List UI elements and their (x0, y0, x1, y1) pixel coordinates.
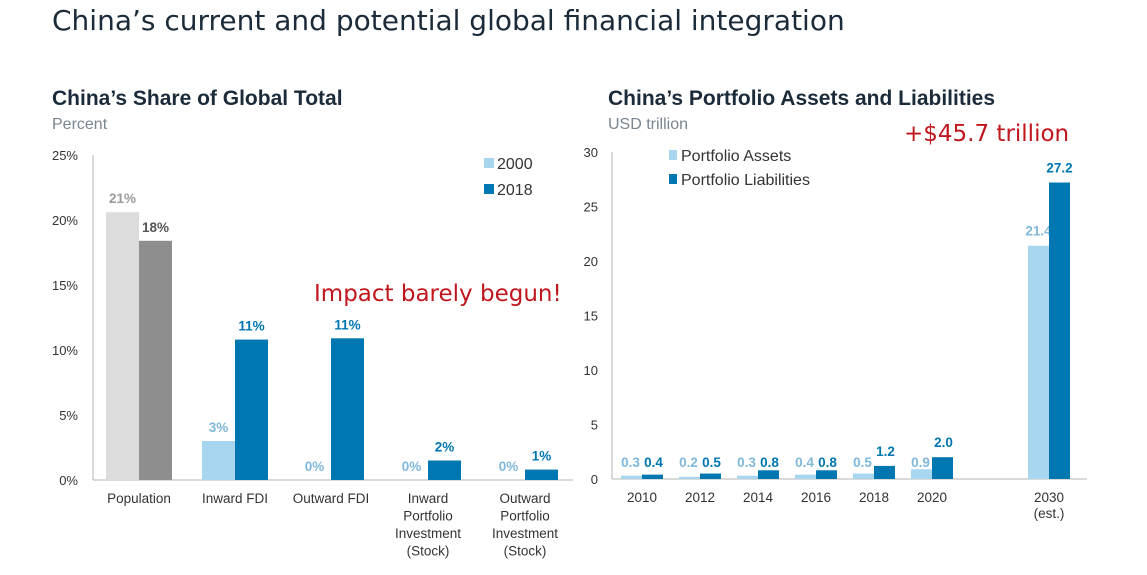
chart1-data-label: 1% (532, 449, 552, 464)
chart1-annotation: Impact barely begun! (314, 281, 562, 307)
chart1-y-tick-label: 10% (52, 343, 78, 358)
chart1-y-tick-label: 0% (59, 473, 78, 488)
chart2-data-label: 0.3 (621, 455, 640, 470)
chart2-category-label: 2018 (859, 490, 889, 505)
chart1-bar-2018 (139, 240, 172, 480)
chart2-category-label: 2016 (801, 490, 831, 505)
chart1-category-label: (Stock) (504, 544, 547, 559)
chart2-data-label: 0.8 (760, 455, 779, 470)
chart1-y-tick-label: 25% (52, 148, 78, 163)
chart2-legend-label: Portfolio Assets (681, 148, 791, 165)
chart2-bar-liabilities (1049, 182, 1070, 479)
chart2-category-label: 2012 (685, 490, 715, 505)
chart2-data-label: 0.8 (818, 455, 837, 470)
chart2-bar-liabilities (874, 465, 895, 479)
chart1-bar-2018 (235, 339, 268, 480)
chart1-data-label: 11% (334, 317, 360, 332)
chart1-bar-2018 (331, 338, 364, 480)
chart2-y-tick-label: 10 (584, 363, 598, 378)
chart2-data-label: 0.4 (644, 455, 663, 470)
chart2-data-label: 0.9 (911, 455, 930, 470)
chart2-data-label: 2.0 (934, 435, 953, 450)
chart2-category-label: 2014 (743, 490, 774, 505)
chart2-data-label: 27.2 (1046, 161, 1072, 176)
chart1-category-label: Investment (492, 526, 558, 541)
chart2-bar-assets (853, 473, 874, 479)
chart1-bar-2018 (428, 460, 461, 480)
chart1-category-label: Investment (395, 526, 461, 541)
chart1-y-tick-label: 5% (59, 408, 78, 423)
chart1-data-label: 11% (238, 319, 264, 334)
chart2-legend-label: Portfolio Liabilities (681, 172, 810, 189)
page-title: China’s current and potential global fin… (52, 4, 845, 37)
chart2-legend-swatch (669, 174, 677, 184)
chart1-bar-2000 (202, 441, 235, 480)
chart1-category-label: Population (107, 491, 171, 506)
chart2-bar-liabilities (816, 470, 837, 479)
chart2-title: China’s Portfolio Assets and Liabilities (608, 87, 995, 110)
chart2-bar-assets (795, 474, 816, 479)
chart2-bar-assets (911, 469, 932, 479)
chart2-bar-liabilities (700, 473, 721, 479)
chart2-data-label: 0.5 (702, 455, 721, 470)
chart2-data-label: 1.2 (876, 444, 895, 459)
chart2-y-tick-label: 0 (591, 472, 598, 487)
chart2-data-label: 0.4 (795, 455, 814, 470)
chart2-bar-liabilities (642, 474, 663, 479)
chart1-legend-swatch (484, 158, 494, 168)
chart2-annotation: +$45.7 trillion (904, 121, 1069, 147)
chart1-data-label: 18% (142, 220, 169, 235)
chart1-y-tick-label: 20% (52, 213, 78, 228)
chart2-category-label: 2010 (627, 490, 657, 505)
chart2-bar-assets (737, 475, 758, 479)
chart1-category-label: (Stock) (407, 544, 450, 559)
chart2-bar-assets (621, 475, 642, 479)
chart2-data-label: 0.2 (679, 455, 698, 470)
chart1-data-label: 21% (109, 191, 136, 206)
chart2-legend-swatch (669, 150, 677, 160)
chart2-subtitle: USD trillion (608, 116, 688, 133)
chart2-bar-assets (1028, 245, 1049, 479)
chart2-bar-assets (679, 476, 700, 479)
chart1-legend-swatch (484, 184, 494, 194)
chart2-data-label: 21.4 (1025, 224, 1052, 239)
chart2-category-label: 2030 (1034, 490, 1064, 505)
chart2-y-tick-label: 20 (584, 254, 598, 269)
chart2-y-tick-label: 25 (584, 200, 598, 215)
chart1-data-label: 0% (402, 459, 422, 474)
chart1-subtitle: Percent (52, 116, 108, 133)
chart1-bar-2000 (106, 212, 139, 480)
chart1-data-label: 3% (209, 420, 229, 435)
chart1-data-label: 0% (499, 459, 519, 474)
chart1-category-label: Portfolio (403, 509, 453, 524)
chart2-data-label: 0.5 (853, 455, 872, 470)
chart2-bar-liabilities (758, 470, 779, 479)
chart1-bar-2018 (525, 469, 558, 480)
chart2-category-label: (est.) (1034, 506, 1065, 521)
chart1-category-label: Outward (499, 491, 550, 506)
chart1-legend-label: 2018 (497, 182, 533, 199)
chart2-data-label: 0.3 (737, 455, 756, 470)
chart1-title: China’s Share of Global Total (52, 87, 343, 110)
chart2-y-tick-label: 30 (584, 145, 598, 160)
chart1-y-tick-label: 15% (52, 278, 78, 293)
chart2-category-label: 2020 (917, 490, 947, 505)
chart1-category-label: Inward (408, 491, 449, 506)
chart1-data-label: 0% (305, 459, 325, 474)
chart1-category-label: Outward FDI (293, 491, 370, 506)
chart2-y-tick-label: 15 (584, 309, 598, 324)
chart1-category-label: Inward FDI (202, 491, 268, 506)
chart2-y-tick-label: 5 (591, 418, 598, 433)
chart2-bar-liabilities (932, 457, 953, 479)
chart1-legend-label: 2000 (497, 156, 533, 173)
chart1-category-label: Portfolio (500, 509, 550, 524)
chart1-data-label: 2% (435, 440, 455, 455)
